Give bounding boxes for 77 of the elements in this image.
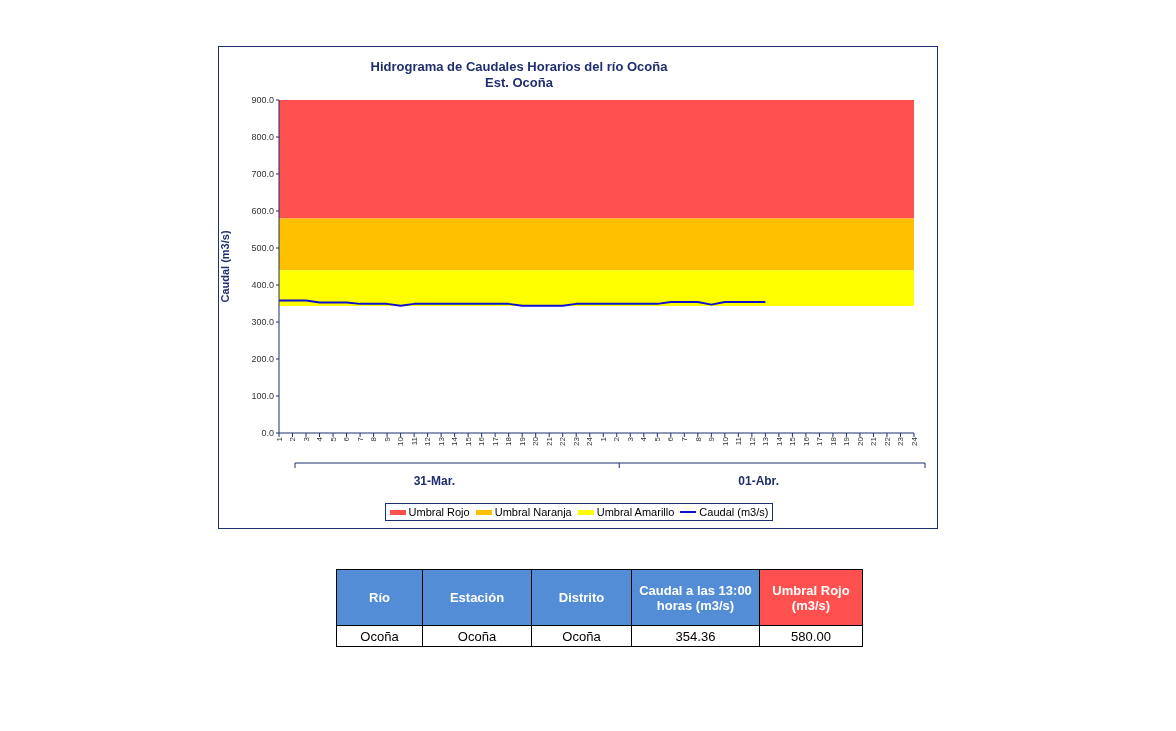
x-tick-label: 14 xyxy=(774,436,784,446)
text: 31-Mar. xyxy=(413,474,456,488)
text: Caudal a las 13:00 horas (m3/s) xyxy=(631,569,760,626)
text: Río xyxy=(336,569,423,626)
x-tick-label: 19 xyxy=(517,436,527,446)
y-tick-label: 200.0 xyxy=(251,354,274,365)
text: Distrito xyxy=(531,569,632,626)
x-tick-label: 17 xyxy=(815,436,825,446)
y-tick-label: 500.0 xyxy=(251,243,274,254)
legend-label: Umbral Naranja xyxy=(494,506,572,518)
x-tick-label: 11 xyxy=(734,436,744,446)
x-tick-label: 9 xyxy=(707,436,717,442)
text: Estación xyxy=(422,569,532,626)
text: Umbral Rojo (m3/s) xyxy=(759,569,863,626)
x-tick-label: 14 xyxy=(450,436,460,446)
y-tick-label: 0.0 xyxy=(261,428,274,439)
x-tick-label: 4 xyxy=(315,436,325,442)
text: Ocoña xyxy=(336,625,423,647)
x-tick-label: 23 xyxy=(896,436,906,446)
x-tick-label: 24 xyxy=(585,436,595,446)
x-tick-label: 13 xyxy=(436,436,446,446)
x-tick-label: 7 xyxy=(355,436,365,442)
x-tick-label: 21 xyxy=(544,436,554,446)
x-tick-label: 22 xyxy=(558,436,568,446)
x-tick-label: 21 xyxy=(869,436,879,446)
x-tick-label: 9 xyxy=(382,436,392,442)
x-tick-label: 19 xyxy=(842,436,852,446)
x-tick-label: 5 xyxy=(328,436,338,442)
y-tick-label: 700.0 xyxy=(251,169,274,180)
x-tick-label: 7 xyxy=(680,436,689,442)
x-tick-label: 10 xyxy=(720,436,730,446)
x-tick-label: 22 xyxy=(882,436,892,446)
y-tick-label: 300.0 xyxy=(251,317,274,328)
x-tick-label: 12 xyxy=(423,436,433,446)
x-tick-label: 3 xyxy=(301,436,311,442)
chart-title: Hidrograma de Caudales Horarios del río Ocoña xyxy=(369,59,669,75)
x-tick-label: 16 xyxy=(477,436,487,446)
x-tick-label: 24 xyxy=(909,436,919,446)
y-tick-label: 100.0 xyxy=(251,391,274,402)
text: 580.00 xyxy=(759,625,863,647)
x-tick-label: 12 xyxy=(747,436,757,446)
x-tick-label: 1 xyxy=(274,436,284,442)
chart-subtitle: Est. Ocoña xyxy=(484,75,554,91)
legend-label: Umbral Amarillo xyxy=(596,506,675,518)
x-tick-label: 3 xyxy=(625,436,635,442)
x-tick-label: 1 xyxy=(598,436,608,442)
x-tick-label: 23 xyxy=(571,436,581,446)
x-tick-label: 4 xyxy=(639,436,649,442)
x-tick-label: 13 xyxy=(761,436,771,446)
y-tick-label: 800.0 xyxy=(251,132,274,143)
x-tick-label: 10 xyxy=(396,436,406,446)
text: 354.36 xyxy=(631,625,760,647)
legend-label: Umbral Rojo xyxy=(408,506,470,518)
x-tick-label: 8 xyxy=(369,436,379,442)
x-tick-label: 20 xyxy=(855,436,865,446)
x-tick-label: 6 xyxy=(666,436,676,442)
x-tick-label: 20 xyxy=(531,436,541,446)
x-tick-label: 16 xyxy=(801,436,811,446)
legend-label: Caudal (m3/s) xyxy=(699,506,769,518)
text: Ocoña xyxy=(422,625,532,647)
y-tick-label: 400.0 xyxy=(251,280,274,291)
x-tick-label: 2 xyxy=(288,436,298,442)
x-tick-label: 15 xyxy=(463,436,473,446)
x-tick-label: 11 xyxy=(409,436,419,446)
text: 01-Abr. xyxy=(738,474,779,488)
x-tick-label: 17 xyxy=(490,436,500,446)
y-axis-title: Caudal (m3/s) xyxy=(218,230,231,303)
x-tick-label: 18 xyxy=(828,436,838,446)
x-tick-label: 5 xyxy=(652,436,662,442)
x-tick-label: 18 xyxy=(504,436,514,446)
x-tick-label: 2 xyxy=(612,436,622,442)
x-tick-label: 6 xyxy=(342,436,352,442)
x-tick-label: 15 xyxy=(788,436,798,446)
text: Ocoña xyxy=(531,625,632,647)
y-tick-label: 900.0 xyxy=(251,95,274,106)
x-tick-label: 8 xyxy=(693,436,703,442)
y-tick-label: 600.0 xyxy=(251,206,274,217)
